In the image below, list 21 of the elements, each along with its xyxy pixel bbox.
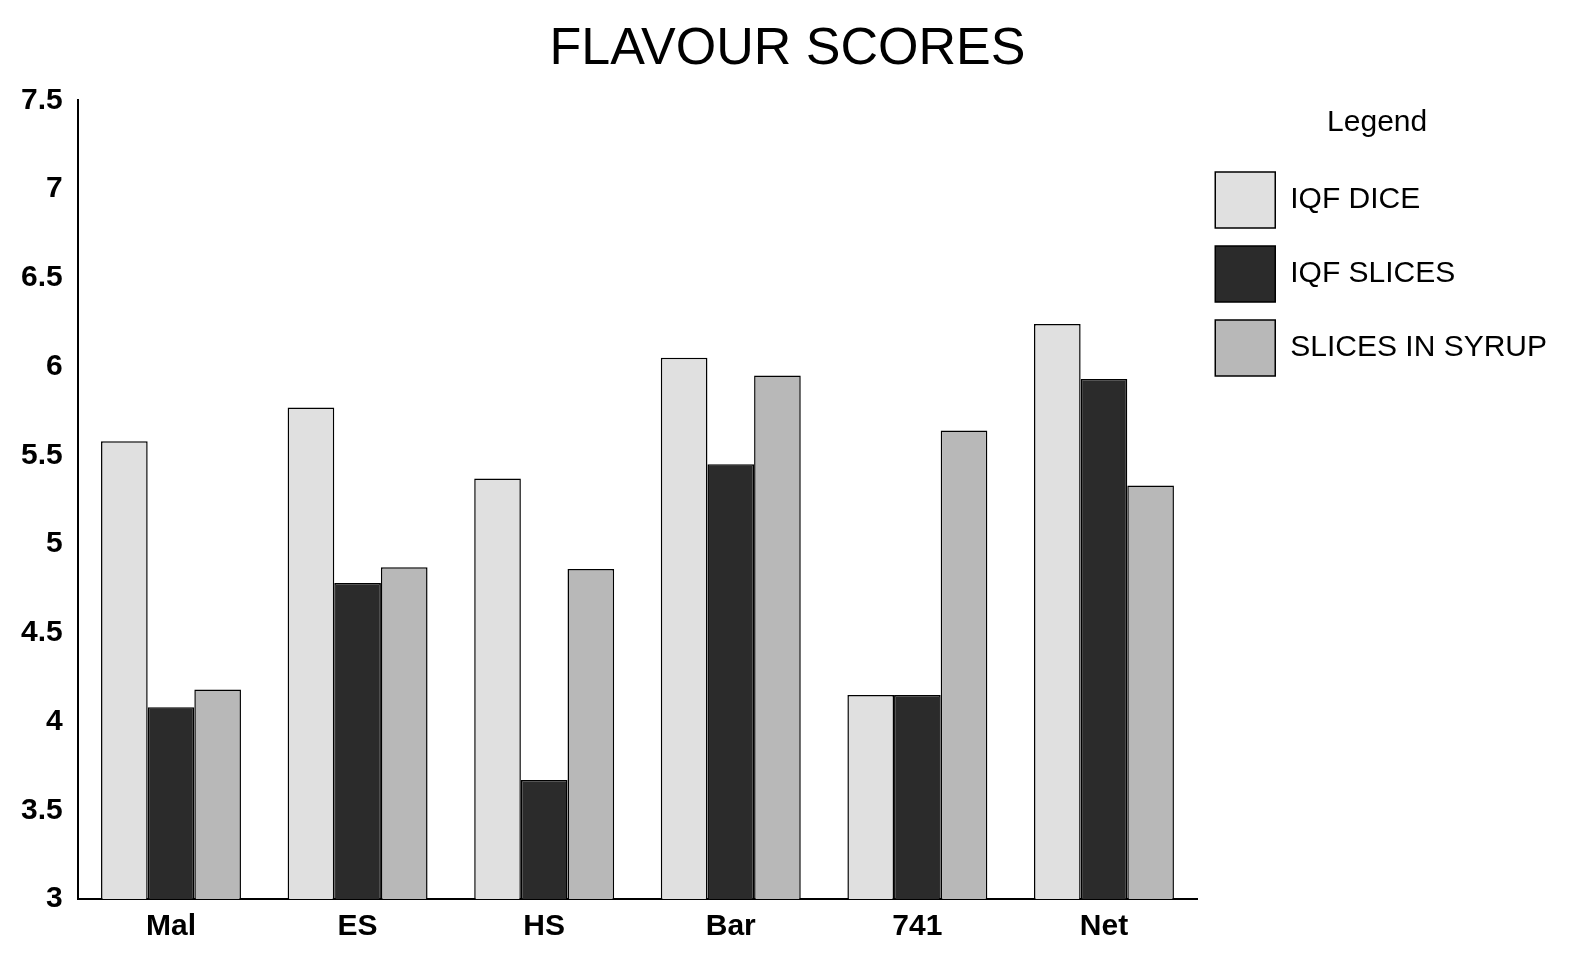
chart-title: FLAVOUR SCORES [549, 16, 1026, 75]
x-tick-label: Bar [705, 908, 757, 942]
x-tick-label: ES [337, 908, 378, 942]
y-tick-label: 4.5 [20, 614, 63, 648]
y-tick-label: 7.5 [20, 81, 63, 115]
x-tick-label: Net [1079, 908, 1129, 942]
y-tick-label: 3.5 [20, 791, 63, 825]
y-tick-label: 7 [46, 170, 63, 204]
x-tick-label: Mal [145, 908, 197, 942]
legend-title: Legend [1327, 104, 1428, 138]
x-tick-label: HS [523, 908, 566, 942]
y-tick-label: 6.5 [20, 259, 63, 293]
y-tick-label: 4 [46, 702, 64, 736]
y-tick-label: 6 [46, 347, 63, 381]
legend-label: IQF SLICES [1290, 255, 1456, 289]
y-tick-label: 3 [46, 880, 63, 914]
y-tick-label: 5 [46, 525, 63, 559]
y-tick-label: 5.5 [20, 436, 63, 470]
legend-label: IQF DICE [1290, 181, 1421, 215]
legend-label: SLICES IN SYRUP [1290, 329, 1548, 363]
x-tick-label: 741 [892, 908, 943, 942]
